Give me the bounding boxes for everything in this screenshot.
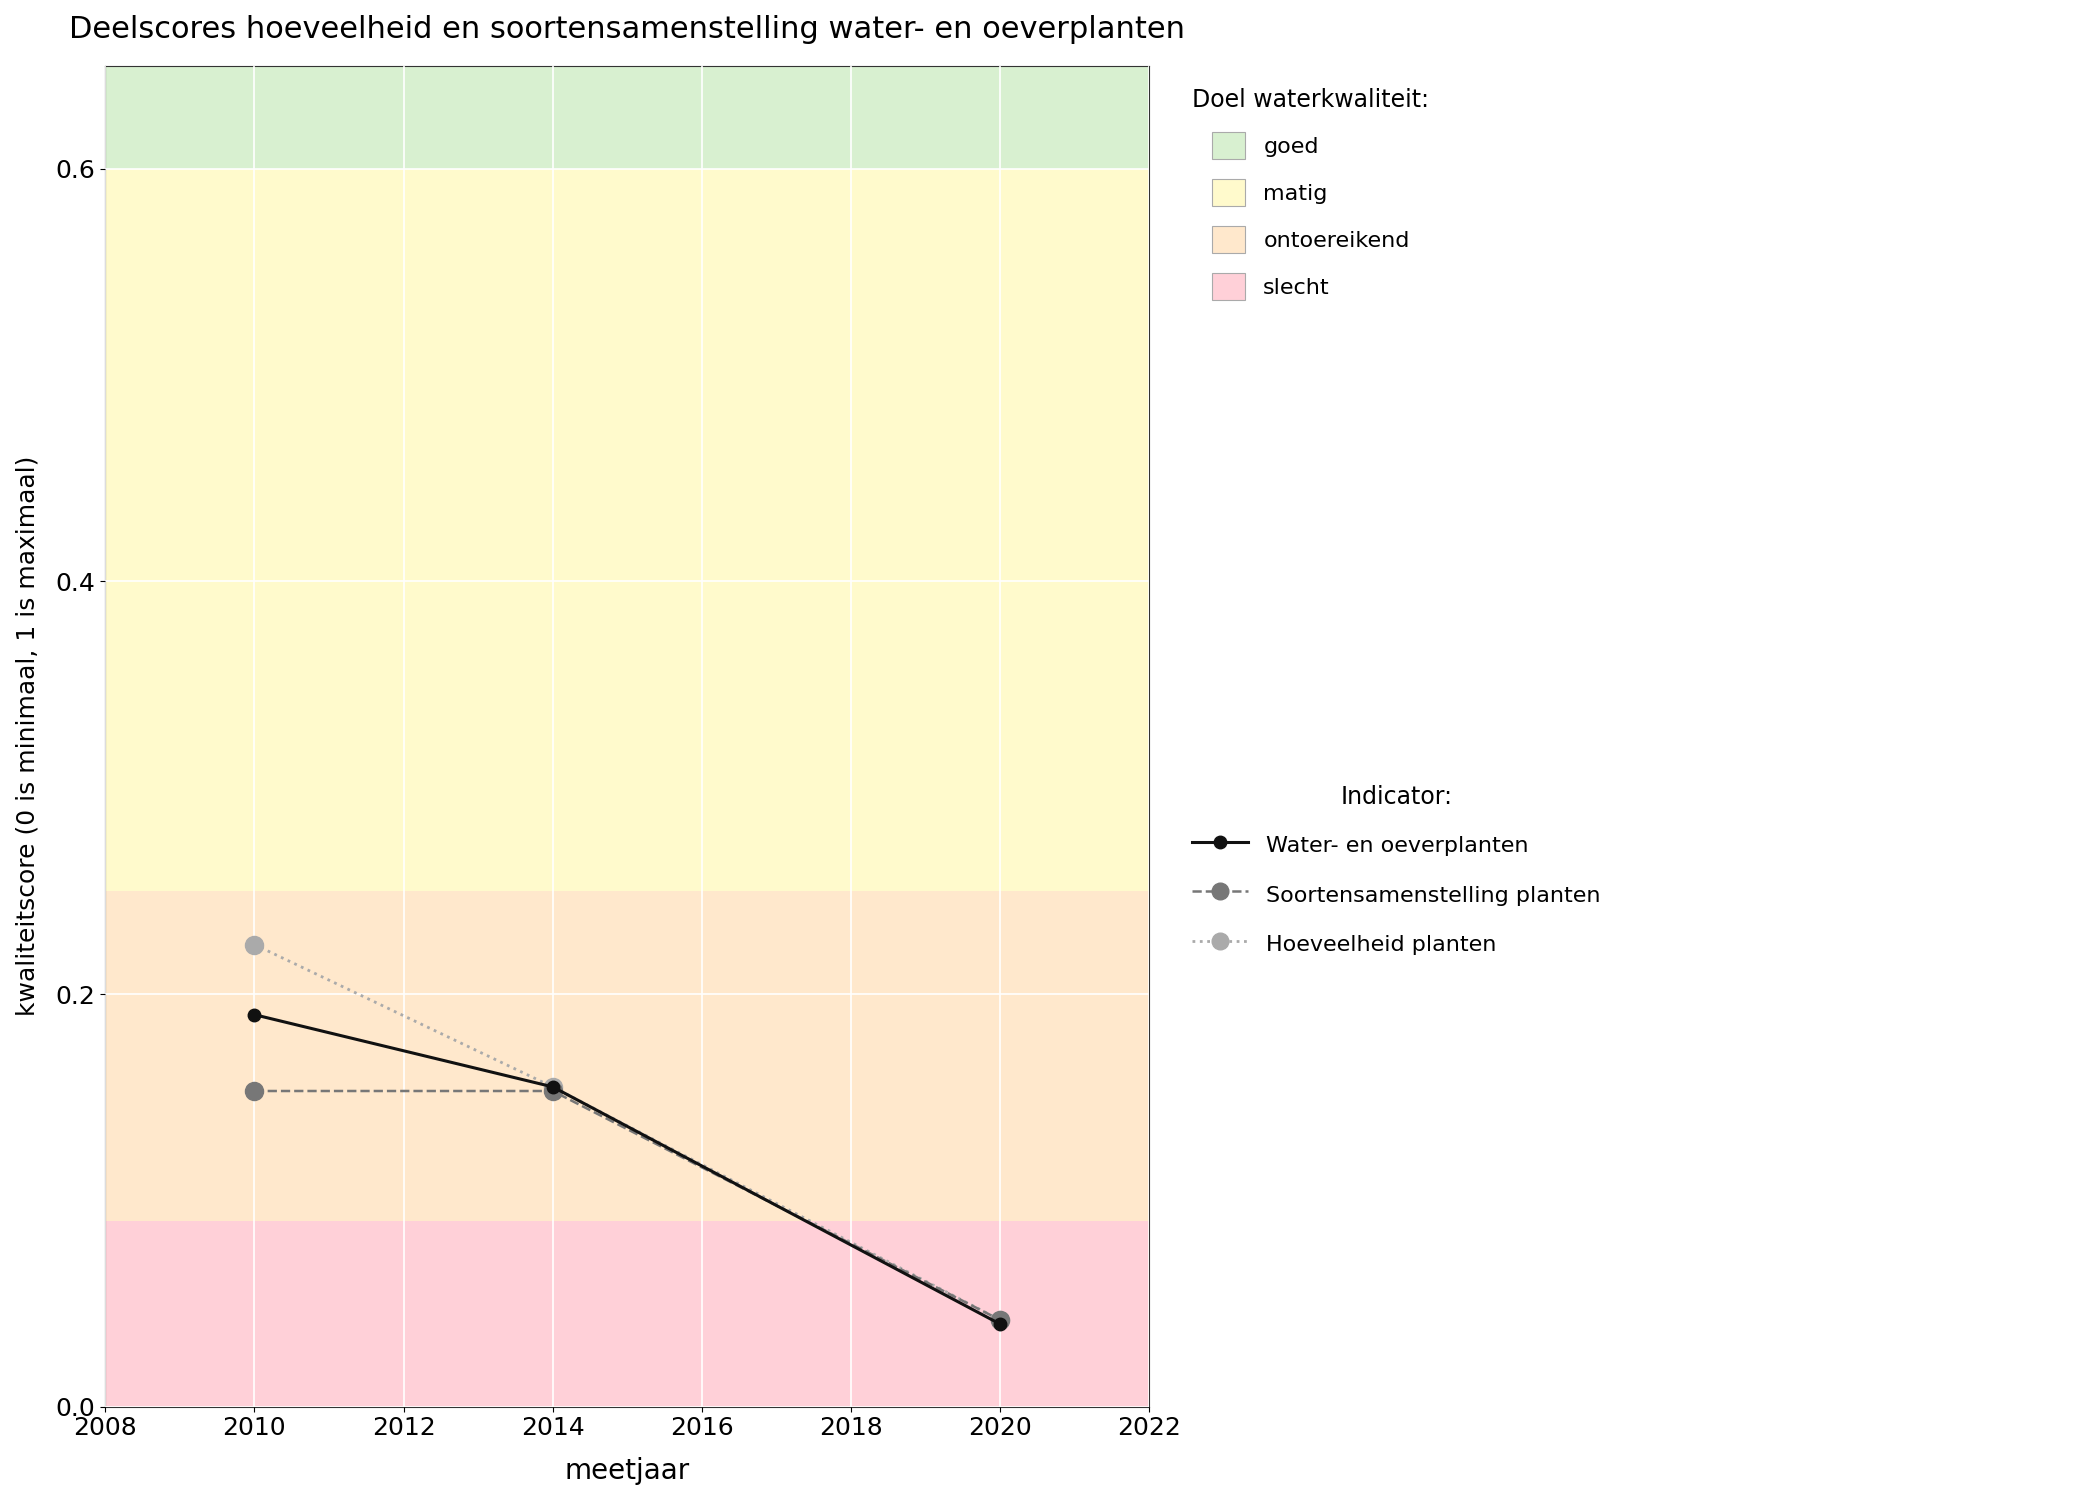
Legend: Water- en oeverplanten, Soortensamenstelling planten, Hoeveelheid planten: Water- en oeverplanten, Soortensamenstel… (1182, 774, 1611, 969)
Y-axis label: kwaliteitscore (0 is minimaal, 1 is maximaal): kwaliteitscore (0 is minimaal, 1 is maxi… (15, 456, 40, 1017)
Bar (105, 1221, 1149, 1407)
Bar (105, 0, 1149, 170)
Title: Deelscores hoeveelheid en soortensamenstelling water- en oeverplanten: Deelscores hoeveelheid en soortensamenst… (69, 15, 1184, 44)
Bar (105, 170, 1149, 891)
X-axis label: meetjaar: meetjaar (565, 1456, 691, 1485)
Bar (105, 891, 1149, 1221)
